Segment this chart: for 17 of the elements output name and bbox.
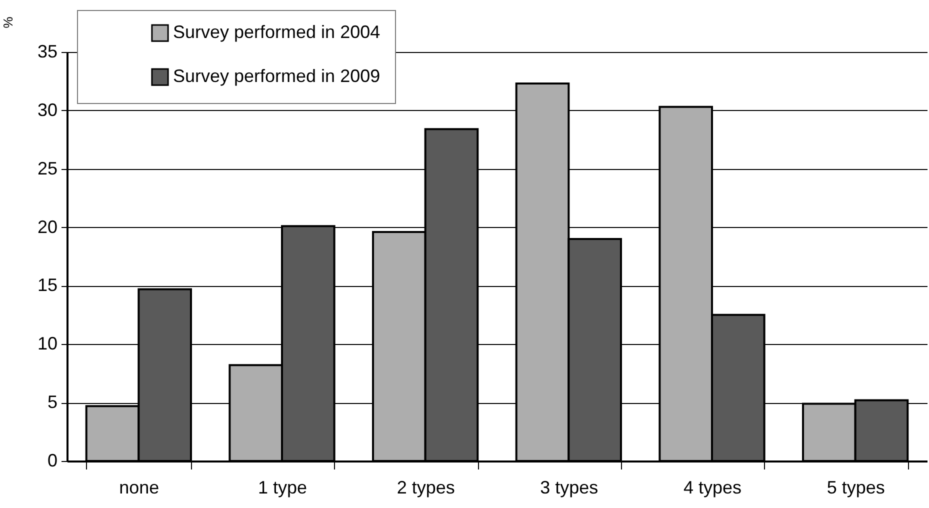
legend-label: Survey performed in 2004 [173, 22, 380, 42]
y-tick-label: 25 [37, 158, 58, 178]
x-tick-label: none [119, 478, 160, 498]
y-axis-title: % [0, 16, 16, 28]
legend-label: Survey performed in 2009 [173, 66, 380, 86]
y-tick-label: 35 [37, 42, 58, 62]
x-tick-label: 3 types [540, 478, 598, 498]
x-tick-label: 5 types [826, 478, 885, 498]
y-tick-label: 5 [47, 392, 58, 412]
y-tick-label: 20 [37, 216, 58, 237]
y-tick-label: 0 [47, 450, 58, 470]
y-tick-label: 30 [37, 100, 58, 120]
x-tick-label: 2 types [396, 478, 455, 498]
y-tick-label: 10 [37, 334, 58, 354]
x-tick-label: 4 types [683, 478, 742, 498]
y-tick-label: 15 [37, 275, 58, 296]
x-tick-label: 1 type [258, 478, 308, 498]
